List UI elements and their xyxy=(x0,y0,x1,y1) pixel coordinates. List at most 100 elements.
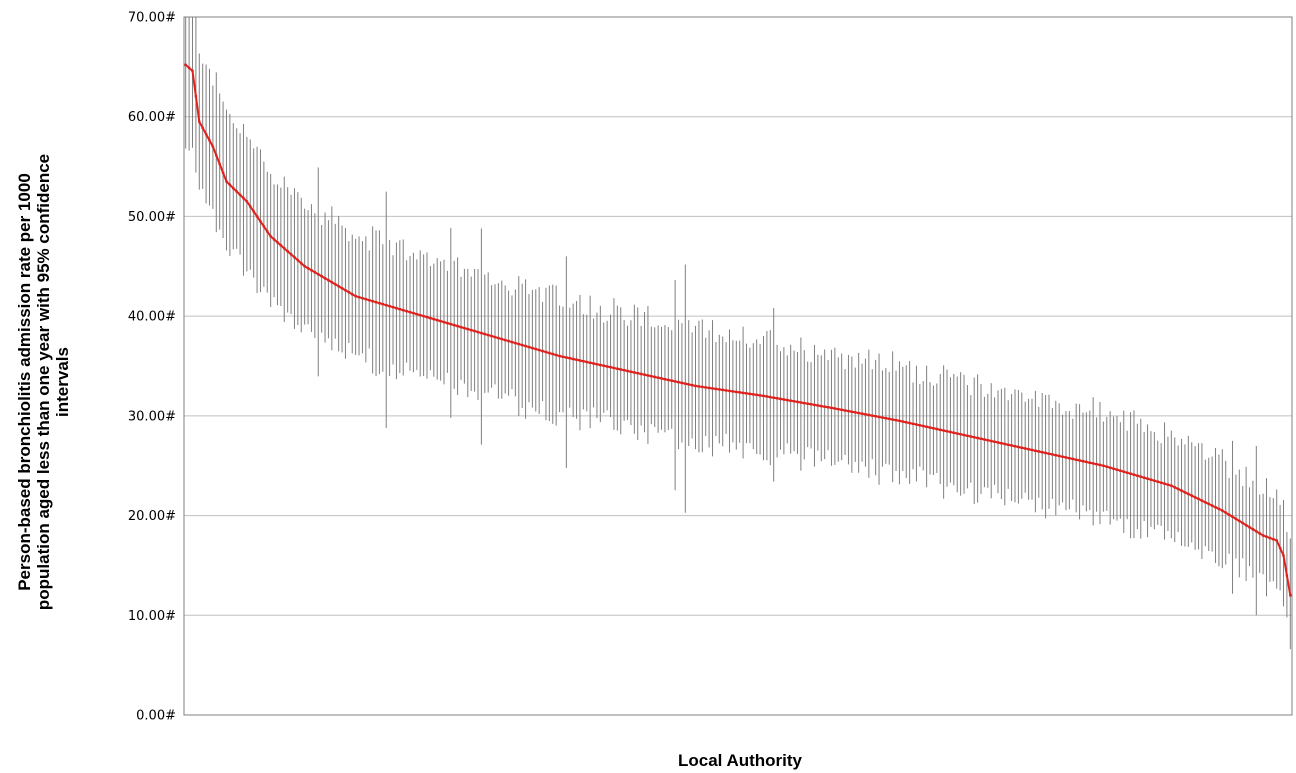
rate-point xyxy=(799,401,803,404)
rate-point xyxy=(276,241,279,244)
rate-point xyxy=(877,415,881,419)
rate-point xyxy=(867,413,871,417)
rate-point xyxy=(242,196,245,200)
rate-point xyxy=(1190,494,1193,497)
rate-point xyxy=(724,389,728,392)
rate-point xyxy=(942,429,945,432)
rate-point xyxy=(385,303,388,307)
rate-point xyxy=(605,365,609,368)
rate-point xyxy=(228,183,232,187)
rate-point xyxy=(1227,513,1231,516)
rate-point xyxy=(527,345,531,349)
rate-point xyxy=(1122,470,1125,473)
y-axis-title: Person-based bronchiolitis admission rat… xyxy=(15,154,72,610)
rate-point xyxy=(551,352,554,356)
rate-point xyxy=(425,315,429,319)
rate-point xyxy=(820,404,823,408)
rate-point xyxy=(1265,535,1268,538)
rate-point xyxy=(626,369,629,373)
rate-point xyxy=(857,411,860,415)
rate-point xyxy=(249,205,252,208)
rate-point xyxy=(976,436,979,440)
rate-point xyxy=(1091,462,1095,465)
y-tick-label: 0.00# xyxy=(136,709,176,724)
rate-point xyxy=(850,410,854,413)
rate-point xyxy=(187,66,191,70)
rate-point xyxy=(221,171,225,174)
rate-point xyxy=(755,393,758,397)
rate-point xyxy=(1180,489,1183,492)
rate-point xyxy=(334,283,337,286)
rate-point xyxy=(843,409,847,412)
rate-point xyxy=(507,339,510,343)
rate-point xyxy=(1278,546,1282,550)
y-tick-label: 50.00# xyxy=(128,210,176,225)
rate-point xyxy=(520,343,524,347)
rate-point xyxy=(1282,554,1285,557)
rate-point xyxy=(1234,517,1238,521)
rate-point xyxy=(473,329,476,333)
rate-point xyxy=(211,145,215,148)
rate-point xyxy=(813,403,816,407)
rate-point xyxy=(378,301,381,305)
rate-point xyxy=(962,433,966,437)
rate-point xyxy=(993,440,996,443)
rate-point xyxy=(432,317,436,321)
rate-point xyxy=(1261,534,1265,537)
rate-point xyxy=(833,407,837,410)
rate-point xyxy=(541,349,544,353)
rate-point xyxy=(884,417,888,420)
rate-point xyxy=(1074,458,1078,461)
rate-point xyxy=(1013,445,1017,448)
rate-point xyxy=(225,180,228,183)
rate-point xyxy=(388,304,391,308)
rate-point xyxy=(622,368,626,372)
rate-point xyxy=(232,187,235,190)
rate-point xyxy=(1023,447,1027,450)
rate-point xyxy=(639,372,643,376)
rate-point xyxy=(1017,445,1020,449)
rate-point xyxy=(218,162,221,166)
rate-point xyxy=(1251,528,1255,531)
y-axis-title-line-3: intervals xyxy=(53,347,72,417)
rate-point xyxy=(901,420,905,423)
rate-point xyxy=(1231,515,1234,518)
rate-point xyxy=(204,132,208,136)
rate-point xyxy=(735,390,738,394)
rate-point xyxy=(1285,574,1289,577)
rate-point xyxy=(847,409,850,413)
rate-point xyxy=(296,259,300,262)
rate-point xyxy=(772,396,775,399)
rate-point xyxy=(1268,536,1272,540)
rate-point xyxy=(643,373,646,376)
rate-point xyxy=(347,291,351,294)
rate-point xyxy=(629,370,633,373)
rate-point xyxy=(694,384,697,388)
rate-point xyxy=(235,190,238,193)
rate-point xyxy=(796,400,799,404)
rate-point xyxy=(1197,497,1200,501)
rate-point xyxy=(707,386,711,390)
rate-point xyxy=(191,69,194,73)
rate-point xyxy=(1007,443,1010,446)
rate-point xyxy=(537,348,541,352)
rate-point xyxy=(374,300,378,304)
rate-point xyxy=(949,430,952,434)
rate-point xyxy=(650,374,653,378)
rate-point xyxy=(490,334,493,338)
rate-point xyxy=(660,377,663,380)
rate-point xyxy=(619,368,622,371)
rate-point xyxy=(1248,526,1251,529)
rate-point xyxy=(548,351,551,355)
rate-point xyxy=(684,382,687,385)
rate-point xyxy=(928,426,932,429)
rate-point xyxy=(405,309,408,313)
rate-point xyxy=(996,441,1000,444)
rate-point xyxy=(453,323,456,327)
rate-point xyxy=(500,337,503,341)
rate-point xyxy=(748,392,752,396)
rate-point xyxy=(1241,521,1244,525)
rate-point xyxy=(765,395,769,398)
rate-point xyxy=(1020,446,1023,449)
